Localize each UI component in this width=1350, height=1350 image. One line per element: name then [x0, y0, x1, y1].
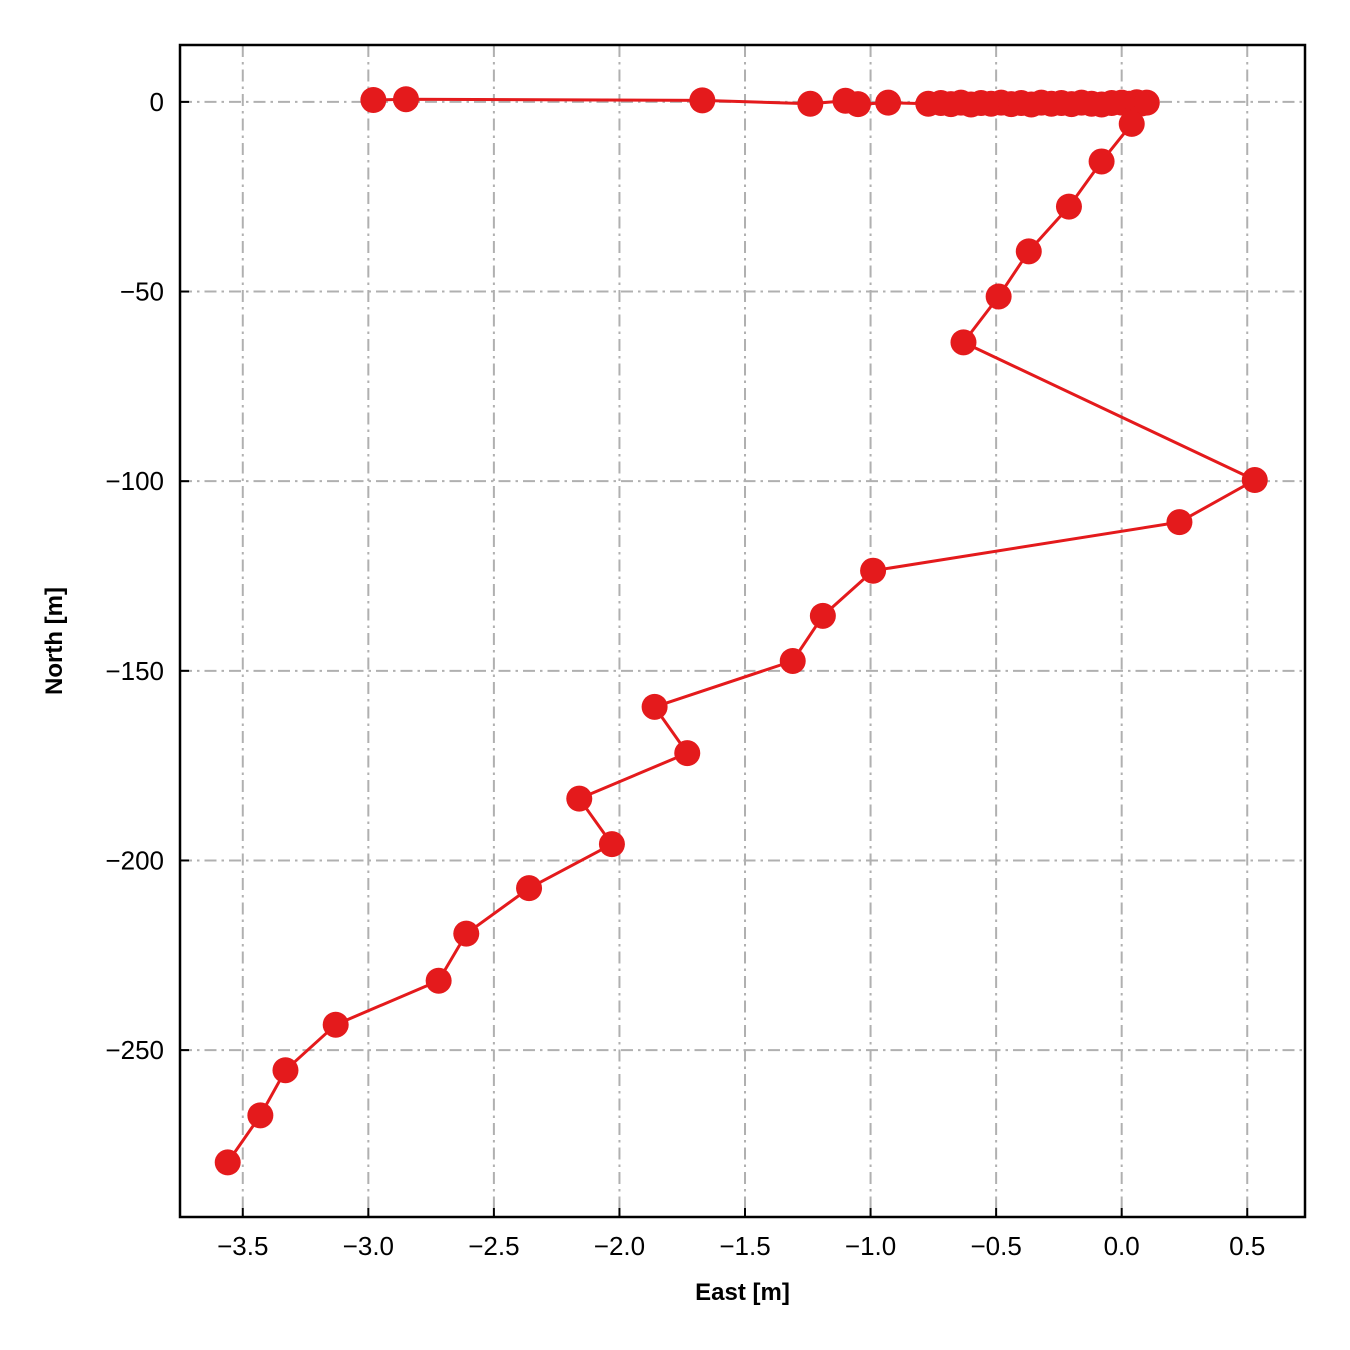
x-tick-label: −3.0 — [343, 1231, 394, 1261]
axis-tick-labels: −3.5 −3.0 −2.5 −2.0 −1.5 −1.0 −0.5 0.0 0.5 0 −50 −1… — [105, 87, 1265, 1261]
data-point — [809, 602, 836, 629]
data-point — [1133, 89, 1160, 116]
plot-frame — [178, 43, 1307, 1219]
data-point — [950, 329, 977, 356]
x-tick-label: −0.5 — [970, 1231, 1021, 1261]
data-point — [1088, 148, 1115, 175]
data-point — [1166, 509, 1193, 536]
data-point — [641, 693, 668, 720]
data-point — [860, 557, 887, 584]
data-point — [322, 1011, 349, 1038]
data-point — [1241, 467, 1268, 494]
data-point — [1055, 193, 1082, 220]
y-tick-label: −150 — [105, 656, 164, 686]
data-point — [566, 785, 593, 812]
x-tick-label: −1.0 — [845, 1231, 896, 1261]
x-tick-label: −1.5 — [719, 1231, 770, 1261]
data-point — [1118, 110, 1145, 137]
trajectory-line — [226, 97, 1257, 1164]
data-series — [214, 86, 1268, 1176]
y-tick-label: −200 — [105, 845, 164, 875]
axis-ticks — [180, 100, 1249, 1217]
data-point — [272, 1057, 299, 1084]
y-axis-label: North [m] — [41, 587, 68, 695]
x-tick-label: 0.5 — [1229, 1231, 1265, 1261]
data-point — [598, 831, 625, 858]
x-tick-label: −3.5 — [217, 1231, 268, 1261]
y-tick-label: 0 — [150, 87, 164, 117]
grid-lines — [180, 45, 1305, 1217]
data-point — [360, 86, 387, 113]
data-point — [985, 283, 1012, 310]
x-tick-label: 0.0 — [1104, 1231, 1140, 1261]
data-point — [214, 1149, 241, 1176]
data-point — [453, 920, 480, 947]
data-point — [689, 87, 716, 114]
x-tick-label: −2.5 — [468, 1231, 519, 1261]
y-tick-label: −50 — [120, 277, 164, 307]
data-point — [516, 875, 543, 902]
data-point — [845, 91, 872, 118]
data-point — [797, 90, 824, 117]
data-point — [779, 647, 806, 674]
data-point — [425, 967, 452, 994]
x-axis-label: East [m] — [695, 1279, 790, 1306]
y-tick-label: −100 — [105, 466, 164, 496]
data-point — [674, 740, 701, 767]
data-point — [1015, 238, 1042, 265]
y-tick-label: −250 — [105, 1035, 164, 1065]
data-point — [875, 89, 902, 116]
x-tick-label: −2.0 — [594, 1231, 645, 1261]
data-point — [247, 1102, 274, 1129]
data-point — [393, 86, 420, 113]
